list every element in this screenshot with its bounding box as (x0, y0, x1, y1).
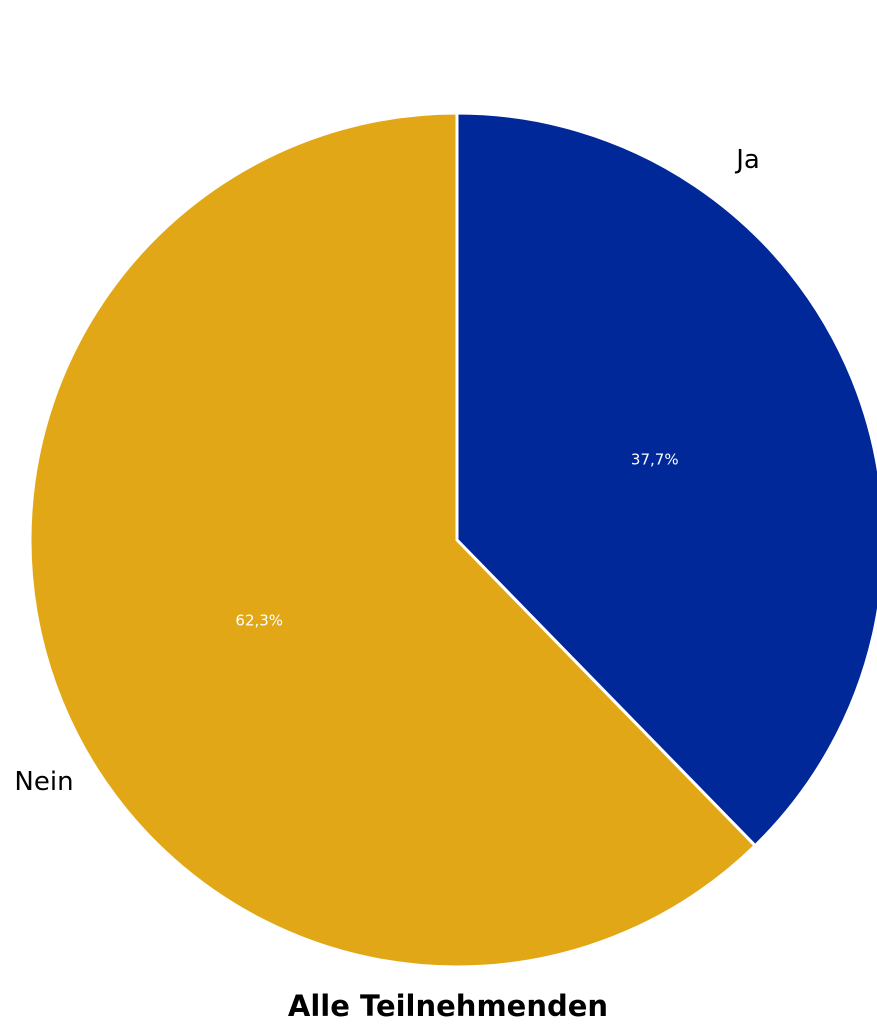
chart-title: Alle Teilnehmenden (288, 989, 608, 1023)
pie-slice-nein (28, 111, 757, 969)
category-label-nein: Nein (14, 767, 73, 797)
slice-value-label-ja: 37,7% (631, 451, 679, 469)
slice-value-label-nein: 62,3% (235, 611, 283, 629)
pie-slices (28, 111, 877, 969)
pie-labels: 37,7% Ja 62,3% Nein (14, 145, 759, 797)
category-label-ja: Ja (734, 145, 760, 175)
pie-slice-ja (455, 111, 877, 848)
